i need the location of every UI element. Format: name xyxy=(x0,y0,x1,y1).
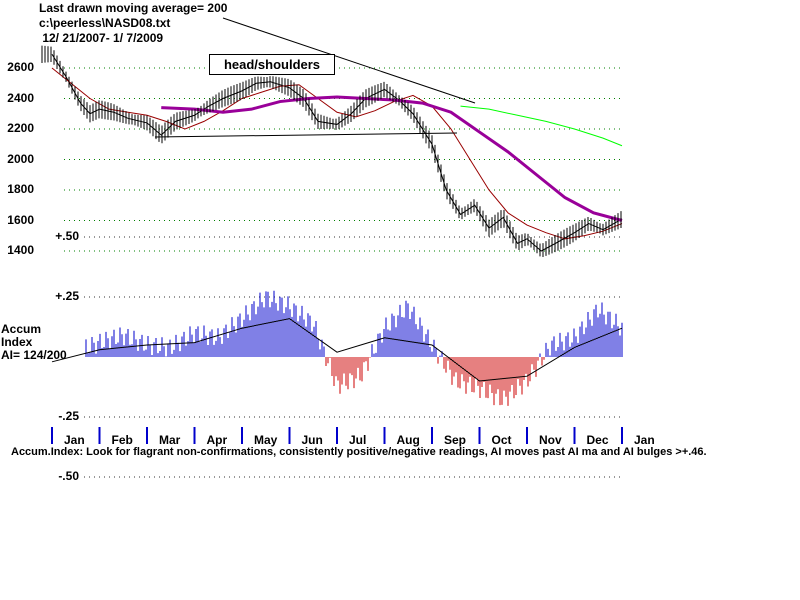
head-shoulders-annotation: head/shoulders xyxy=(209,54,335,75)
ai-tick-label: +.50 xyxy=(55,229,79,243)
price-tick-label: 2400 xyxy=(7,90,34,105)
footer-note: Accum.Index: Look for flagrant non-confi… xyxy=(11,446,707,458)
ai-value-label: AI= 124/200 xyxy=(1,348,67,362)
price-tick-label: 2600 xyxy=(7,60,34,74)
ma-medium-line xyxy=(161,95,623,222)
month-label: Jun xyxy=(301,433,323,447)
neckline xyxy=(154,132,458,138)
ma-short-line xyxy=(51,67,623,240)
date-range-label: 12/ 21/2007- 1/ 7/2009 xyxy=(39,31,164,45)
month-label: Mar xyxy=(159,433,181,447)
price-tick-label: 2200 xyxy=(7,121,34,135)
accum-label: Accum xyxy=(1,322,42,336)
ai-tick-label: -.25 xyxy=(58,409,79,423)
ai-ma-line xyxy=(51,318,623,382)
ai-tick-label: -.50 xyxy=(58,469,79,483)
index-label: Index xyxy=(1,335,33,349)
month-label: Feb xyxy=(111,433,133,447)
price-tick-label: 1800 xyxy=(7,182,34,196)
month-label: Oct xyxy=(491,433,512,447)
month-label: Jan xyxy=(634,433,655,447)
month-label: Aug xyxy=(396,433,420,447)
month-label: May xyxy=(254,433,278,447)
month-label: Apr xyxy=(206,433,228,447)
month-label: Dec xyxy=(586,433,609,447)
month-label: Jan xyxy=(64,433,85,447)
data-file-label: c:\peerless\NASD08.txt xyxy=(39,16,171,30)
price-series-line xyxy=(51,54,623,252)
month-label: Jul xyxy=(349,433,367,447)
chart-subtitle: Last drawn moving average= 200 xyxy=(39,1,228,15)
ai-tick-label: +.25 xyxy=(55,289,79,303)
price-tick-label: 1400 xyxy=(7,243,34,257)
price-tick-label: 2000 xyxy=(7,151,34,166)
month-label: Nov xyxy=(539,433,562,447)
downtrend-line xyxy=(222,17,476,104)
ma200-line xyxy=(460,105,623,147)
month-label: Sep xyxy=(444,433,467,447)
price-tick-label: 1600 xyxy=(7,212,34,227)
